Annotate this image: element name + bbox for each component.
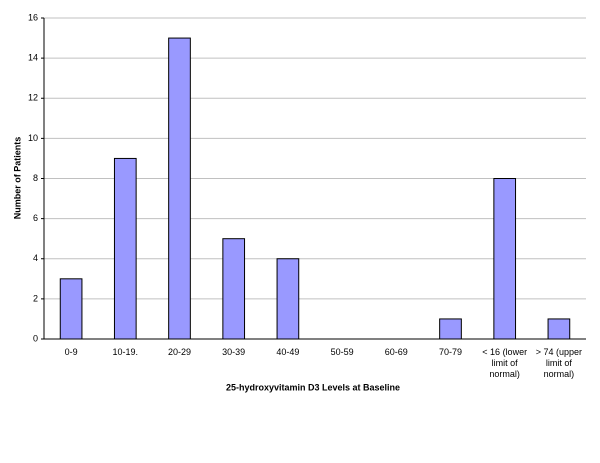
x-tick-label: 20-29 <box>167 347 192 357</box>
bar <box>547 318 571 340</box>
y-tick-label: 8 <box>33 173 38 183</box>
bar <box>59 278 83 340</box>
x-tick-label: > 74 (upper limit of normal) <box>535 347 583 379</box>
bar <box>276 258 300 340</box>
x-tick-label: 10-19. <box>112 347 139 357</box>
y-tick-label: 14 <box>28 53 38 63</box>
x-tick-label: < 16 (lower limit of normal) <box>482 347 528 379</box>
y-axis-label: Number of Patients <box>12 137 22 220</box>
y-tick-label: 16 <box>28 12 38 22</box>
bar <box>113 157 137 340</box>
y-tick-label: 12 <box>28 93 38 103</box>
x-tick-label: 60-69 <box>384 347 408 357</box>
y-tick-label: 10 <box>28 133 38 143</box>
y-tick-label: 6 <box>33 213 38 223</box>
y-tick-label: 4 <box>33 253 38 263</box>
bar <box>168 37 191 340</box>
x-tick-label: 40-49 <box>276 347 300 357</box>
x-tick-label: 50-59 <box>330 347 354 357</box>
bar <box>439 318 462 340</box>
x-tick-label: 0-9 <box>64 347 78 357</box>
x-tick-label: 30-39 <box>222 347 246 357</box>
y-tick-label: 0 <box>33 333 38 343</box>
bar <box>493 178 517 340</box>
x-tick-label: 70-79 <box>438 347 463 357</box>
x-axis-label: 25-hydroxyvitamin D3 Levels at Baseline <box>226 382 400 392</box>
y-tick-label: 2 <box>33 293 38 303</box>
bar <box>222 238 246 340</box>
